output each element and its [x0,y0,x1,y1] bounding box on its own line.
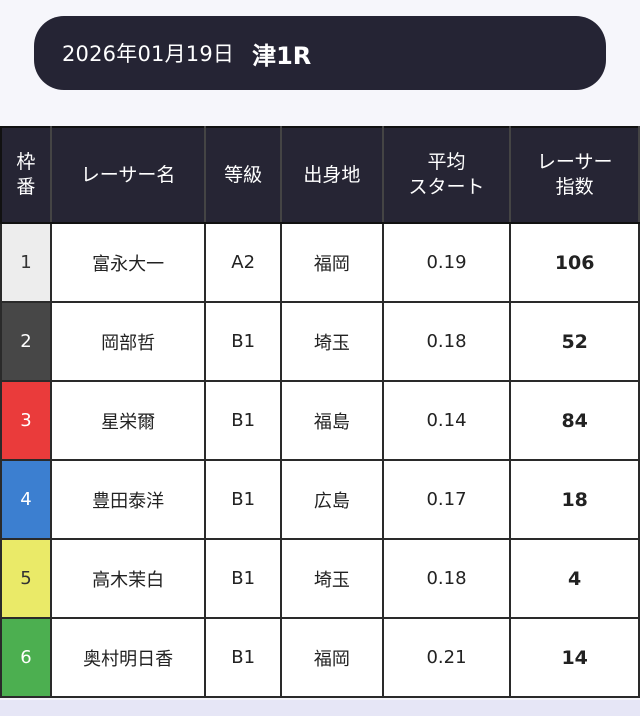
racer-hometown-cell: 福岡 [280,617,384,698]
racer-index-cell: 4 [509,538,640,619]
col-header-avg-start: 平均 スタート [381,126,512,224]
col-header-hometown: 出身地 [280,126,384,224]
avg-start-cell: 0.18 [381,301,512,382]
racer-index-cell: 106 [509,222,640,303]
racer-hometown-cell: 福岡 [280,222,384,303]
racer-class-cell: B1 [204,459,283,540]
racer-index-cell: 84 [509,380,640,461]
table-row[interactable]: 4 豊田泰洋 B1 広島 0.17 18 [0,459,640,540]
racer-index-cell: 14 [509,617,640,698]
table-row[interactable]: 6 奥村明日香 B1 福岡 0.21 14 [0,617,640,698]
col-header-frame: 枠 番 [0,126,52,224]
header-area: 2026年01月19日 津1R [0,0,640,126]
table-row[interactable]: 3 星栄爾 B1 福島 0.14 84 [0,380,640,461]
avg-start-cell: 0.14 [381,380,512,461]
racer-name-cell: 奥村明日香 [49,617,207,698]
table-header-row: 枠 番 レーサー名 等級 出身地 平均 スタート レーサー 指数 [0,126,640,224]
table-row[interactable]: 2 岡部哲 B1 埼玉 0.18 52 [0,301,640,382]
racer-name-cell: 豊田泰洋 [49,459,207,540]
racer-name-cell: 高木茉白 [49,538,207,619]
col-header-name: レーサー名 [49,126,207,224]
racer-name-cell: 富永大一 [49,222,207,303]
col-frame-label: 枠 番 [16,151,36,198]
racer-hometown-cell: 広島 [280,459,384,540]
col-hometown-label: 出身地 [303,163,361,186]
racer-class-cell: B1 [204,617,283,698]
table-row[interactable]: 5 高木茉白 B1 埼玉 0.18 4 [0,538,640,619]
racer-class-cell: B1 [204,538,283,619]
racer-hometown-cell: 福島 [280,380,384,461]
col-index-label: レーサー 指数 [536,151,613,198]
racer-class-cell: B1 [204,301,283,382]
col-class-label: 等級 [224,163,263,186]
col-name-label: レーサー名 [80,163,176,186]
col-avg-start-label: 平均 スタート [408,151,485,198]
race-title: 津1R [252,41,312,70]
racer-class-cell: A2 [204,222,283,303]
race-header: 2026年01月19日 津1R [34,16,606,90]
race-date: 2026年01月19日 [62,42,235,66]
frame-number-cell: 4 [0,459,52,540]
avg-start-cell: 0.17 [381,459,512,540]
col-header-index: レーサー 指数 [509,126,640,224]
avg-start-cell: 0.21 [381,617,512,698]
frame-number-cell: 1 [0,222,52,303]
racer-name-cell: 岡部哲 [49,301,207,382]
frame-number-cell: 6 [0,617,52,698]
frame-number-cell: 3 [0,380,52,461]
racer-index-cell: 52 [509,301,640,382]
racer-name-cell: 星栄爾 [49,380,207,461]
col-header-class: 等級 [204,126,283,224]
bottom-strip [0,700,640,716]
racer-index-cell: 18 [509,459,640,540]
table-row[interactable]: 1 富永大一 A2 福岡 0.19 106 [0,222,640,303]
avg-start-cell: 0.19 [381,222,512,303]
frame-number-cell: 5 [0,538,52,619]
racer-class-cell: B1 [204,380,283,461]
racer-table: 枠 番 レーサー名 等級 出身地 平均 スタート レーサー 指数 1 富永大一 A2… [0,126,640,698]
racer-hometown-cell: 埼玉 [280,301,384,382]
racer-hometown-cell: 埼玉 [280,538,384,619]
avg-start-cell: 0.18 [381,538,512,619]
frame-number-cell: 2 [0,301,52,382]
